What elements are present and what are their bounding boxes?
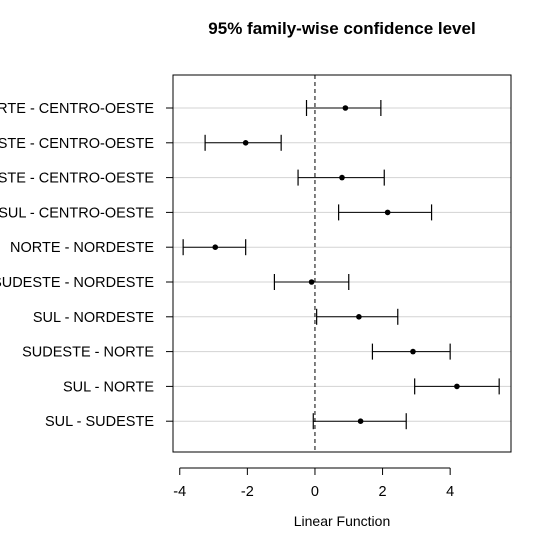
interval-5 (182, 239, 247, 256)
interval-3 (297, 169, 385, 186)
estimate-point (357, 418, 364, 425)
y-tick-label: SUL - SUDESTE (45, 414, 154, 430)
x-tick-label: 0 (311, 484, 319, 500)
estimate-point (242, 140, 249, 146)
y-tick-label: SUDESTE - CENTRO-OESTE (0, 171, 154, 187)
interval-8 (371, 343, 451, 360)
estimate-point (339, 174, 345, 181)
y-tick-label: NORDESTE - CENTRO-OESTE (0, 136, 154, 152)
y-tick-label: SUL - NORTE (63, 379, 154, 395)
estimate-point (384, 209, 391, 216)
interval-6 (273, 274, 350, 290)
x-axis-label: Linear Function (294, 513, 391, 529)
y-axis-labels: NORTE - CENTRO-OESTE NORDESTE - CENTRO-OE… (0, 101, 173, 430)
y-tick-label: SUDESTE - NORTE (22, 345, 154, 361)
y-tick-label: NORTE - CENTRO-OESTE (0, 101, 154, 117)
estimate-point (410, 348, 416, 355)
interval-marks (182, 100, 500, 430)
x-tick-label: -4 (173, 484, 186, 500)
x-tick-label: 2 (379, 484, 387, 500)
estimate-point (454, 383, 460, 390)
interval-2 (204, 134, 282, 151)
y-tick-label: SUL - NORDESTE (33, 310, 154, 326)
estimate-point (308, 279, 315, 285)
interval-10 (312, 413, 407, 430)
grid-lines (173, 107, 511, 422)
y-tick-label: SUDESTE - NORDESTE (0, 275, 154, 291)
plot-frame (172, 74, 512, 453)
chart-title: 95% family-wise confidence level (208, 19, 475, 38)
interval-4 (338, 204, 433, 221)
interval-7 (316, 308, 399, 325)
x-tick-label: -2 (241, 484, 254, 500)
x-axis: -4 -2 0 2 4 (173, 467, 454, 500)
y-tick-label: SUL - CENTRO-OESTE (0, 205, 154, 221)
estimate-point (212, 244, 219, 250)
y-tick-label: NORTE - NORDESTE (10, 240, 154, 256)
interval-9 (414, 378, 500, 395)
x-tick-label: 4 (446, 484, 454, 500)
estimate-point (342, 105, 349, 111)
estimate-point (356, 314, 362, 320)
interval-1 (305, 100, 382, 116)
